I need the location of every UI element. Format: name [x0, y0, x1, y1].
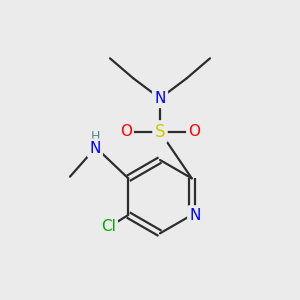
Text: Cl: Cl	[101, 219, 116, 234]
Text: N: N	[89, 141, 101, 156]
Text: O: O	[120, 124, 132, 139]
Text: S: S	[155, 123, 165, 141]
Text: N: N	[189, 208, 201, 223]
Text: N: N	[154, 91, 166, 106]
Text: O: O	[188, 124, 200, 139]
Text: H: H	[90, 130, 100, 143]
